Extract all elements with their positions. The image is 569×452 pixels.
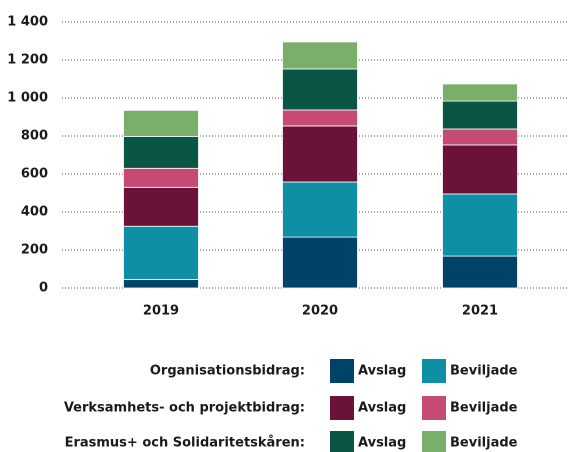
y-tick-label: 1 200 [7, 53, 48, 68]
legend-swatch [330, 359, 354, 383]
bar-segment [282, 236, 358, 289]
y-tick-label: 600 [21, 167, 48, 182]
y-tick-label: 800 [21, 129, 48, 144]
bar-segment [442, 83, 518, 102]
legend-label: Beviljade [450, 436, 518, 451]
y-tick-label: 1 000 [7, 91, 48, 106]
bar-segment [123, 109, 199, 137]
bar-segment [442, 255, 518, 289]
bar-segment [442, 193, 518, 257]
bar-segment [282, 109, 358, 127]
y-tick-label: 200 [21, 243, 48, 258]
y-tick-label: 1 400 [7, 15, 48, 30]
legend-label: Beviljade [450, 364, 518, 379]
legend-label: Avslag [358, 364, 406, 379]
bar-segment [282, 181, 358, 238]
bar-segment [123, 186, 199, 227]
legend-group-label: Erasmus+ och Solidaritetskåren: [65, 436, 305, 451]
legend-swatch [422, 431, 446, 452]
x-tick-label: 2020 [302, 304, 338, 319]
bar-segment [123, 225, 199, 280]
bar-segment [442, 100, 518, 130]
legend-group-label: Verksamhets- och projektbidrag: [64, 401, 305, 416]
legend-group-label: Organisationsbidrag: [150, 364, 305, 379]
bar-segment [282, 41, 358, 70]
bar-segment [123, 279, 199, 289]
bar-segment [442, 128, 518, 146]
legend-label: Avslag [358, 401, 406, 416]
y-tick-label: 400 [21, 205, 48, 220]
bar-segment [123, 135, 199, 169]
y-tick-label: 0 [39, 281, 48, 296]
legend-label: Avslag [358, 436, 406, 451]
legend-swatch [330, 396, 354, 420]
bar-segment [442, 144, 518, 195]
x-tick-label: 2021 [462, 304, 498, 319]
bar-segment [123, 167, 199, 188]
legend-swatch [422, 396, 446, 420]
bar-segment [282, 125, 358, 183]
legend-swatch [330, 431, 354, 452]
x-tick-label: 2019 [143, 304, 179, 319]
legend-label: Beviljade [450, 401, 518, 416]
bar-segment [282, 68, 358, 111]
legend-swatch [422, 359, 446, 383]
